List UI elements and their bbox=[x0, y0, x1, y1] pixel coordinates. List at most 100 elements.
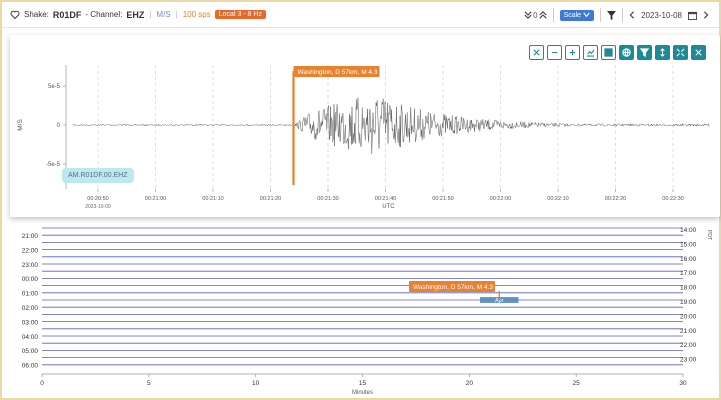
x-tick-label: 00:22:20 bbox=[605, 196, 626, 202]
x-axis-title: UTC bbox=[382, 204, 395, 210]
x-tick-label: 00:22:00 bbox=[490, 196, 511, 202]
seismogram-chart[interactable]: 00:20:50 00:21:00 00:21:10 00:21:20 00:21:30… bbox=[10, 35, 720, 217]
helicorder-chart[interactable]: 21:00 22:00 23:00 00:00 01:00 02:00 03:00 04:00… bbox=[0, 222, 721, 400]
unit-label: M/S bbox=[156, 10, 171, 19]
chart-button[interactable] bbox=[583, 45, 598, 60]
left-hour-label: 02:00 bbox=[22, 305, 39, 312]
filter-button[interactable] bbox=[637, 45, 652, 60]
compress-button[interactable] bbox=[529, 45, 544, 60]
x-tick-label: 25 bbox=[573, 380, 581, 387]
event-label: Washington, D 57km, M 4.3 bbox=[298, 69, 378, 76]
left-hour-label: 03:00 bbox=[22, 319, 39, 326]
compress-icon bbox=[533, 49, 540, 56]
right-hour-label: 14:00 bbox=[680, 227, 697, 234]
left-hour-label: 05:00 bbox=[22, 348, 39, 355]
double-chevron-up-icon[interactable] bbox=[538, 11, 547, 19]
channel-name: EHZ bbox=[126, 9, 145, 20]
divider: | bbox=[175, 10, 178, 19]
zoom-out-button[interactable] bbox=[547, 45, 562, 60]
event-label: Washington, D 57km, M 4.3 bbox=[413, 284, 493, 291]
station-label: AM.R01DF.00.EHZ bbox=[62, 168, 134, 183]
globe-button[interactable] bbox=[619, 45, 634, 60]
right-hour-label: 16:00 bbox=[680, 256, 697, 263]
x-date-label: 2023-10-09 bbox=[85, 204, 111, 210]
x-tick-label: 00:21:00 bbox=[145, 196, 166, 202]
globe-icon bbox=[622, 48, 631, 57]
right-hour-labels: 14:00 15:00 16:00 17:00 18:00 19:00 20:00 21:00… bbox=[680, 227, 712, 364]
x-axis: 0 5 10 15 20 25 30 Minutes bbox=[40, 373, 687, 396]
scale-button[interactable]: Scale bbox=[559, 9, 595, 21]
zoom-in-button[interactable] bbox=[565, 45, 580, 60]
chart-toolbar bbox=[529, 45, 706, 60]
right-hour-label: 15:00 bbox=[680, 241, 697, 248]
double-chevron-down-icon[interactable] bbox=[524, 11, 532, 19]
helicorder-traces bbox=[42, 227, 683, 366]
divider bbox=[600, 8, 602, 22]
x-tick-label: 00:21:50 bbox=[432, 196, 453, 202]
left-hour-label: 04:00 bbox=[22, 334, 39, 341]
x-tick-label: 00:21:40 bbox=[375, 196, 396, 202]
x-tick-label: 5 bbox=[147, 380, 151, 387]
divider bbox=[552, 8, 554, 22]
zoom-in-icon bbox=[569, 49, 576, 56]
event-marker[interactable]: Apr Washington, D 57km, M 4.3 bbox=[409, 281, 519, 304]
left-hour-label: 00:00 bbox=[22, 276, 39, 283]
vertical-scale-icon bbox=[660, 48, 665, 57]
calendar-icon[interactable] bbox=[688, 11, 697, 20]
chart-icon bbox=[586, 49, 595, 57]
right-hour-label: 18:00 bbox=[680, 285, 697, 292]
y-axis-title: M/S bbox=[17, 119, 24, 131]
station-name: R01DF bbox=[52, 9, 82, 20]
x-tick-label: 00:21:20 bbox=[260, 196, 281, 202]
expand-button[interactable] bbox=[673, 45, 688, 60]
filter-icon[interactable] bbox=[607, 10, 617, 20]
zoom-out-icon bbox=[551, 51, 558, 54]
right-hour-label: 20:00 bbox=[680, 313, 697, 320]
x-tick-label: 00:21:30 bbox=[317, 196, 338, 202]
seismogram-card: 00:20:50 00:21:00 00:21:10 00:21:20 00:21:30… bbox=[10, 35, 720, 217]
y-tick-label: -5e-5 bbox=[46, 162, 61, 168]
right-hour-label: 23:00 bbox=[680, 357, 697, 364]
event-label-box bbox=[409, 281, 495, 292]
x-tick-label: 0 bbox=[40, 380, 44, 387]
chevron-right-icon[interactable] bbox=[703, 11, 709, 19]
close-button[interactable] bbox=[691, 45, 706, 60]
right-hour-label: 19:00 bbox=[680, 299, 697, 306]
grid-icon bbox=[604, 48, 613, 57]
x-tick-label: 00:21:10 bbox=[202, 196, 223, 202]
x-tick-label: 30 bbox=[679, 380, 687, 387]
divider bbox=[622, 8, 624, 22]
x-tick-label: 20 bbox=[466, 380, 474, 387]
event-marker[interactable]: Washington, D 57km, M 4.3 bbox=[292, 66, 380, 185]
grid-button[interactable] bbox=[601, 45, 616, 60]
x-tick-label: 00:22:10 bbox=[547, 196, 568, 202]
close-icon bbox=[695, 49, 702, 56]
x-tick-label: 15 bbox=[359, 380, 367, 387]
filter-icon bbox=[640, 48, 649, 57]
chevron-left-icon[interactable] bbox=[629, 11, 635, 19]
left-hour-label: 22:00 bbox=[22, 247, 39, 254]
y-tick-label: 5e-5 bbox=[48, 84, 61, 90]
left-hour-labels: 21:00 22:00 23:00 00:00 01:00 02:00 03:00 04:00… bbox=[22, 233, 39, 370]
selection-label: Apr bbox=[495, 298, 504, 304]
sps-label: 100 sps bbox=[182, 10, 211, 19]
x-axis-title: Minutes bbox=[352, 390, 373, 396]
x-tick-label: 00:22:30 bbox=[662, 196, 683, 202]
channel-prefix: - Channel: bbox=[85, 10, 123, 19]
left-hour-label: 01:00 bbox=[22, 291, 39, 298]
divider: | bbox=[149, 10, 152, 19]
filter-badge[interactable]: Local 3 - 8 Hz bbox=[214, 10, 266, 19]
y-tick-label: 0 bbox=[57, 123, 61, 129]
shake-prefix: Shake: bbox=[24, 10, 49, 19]
scale-button-label: Scale bbox=[563, 11, 582, 19]
event-label-box bbox=[293, 66, 380, 77]
right-hour-label: 21:00 bbox=[680, 328, 697, 335]
heart-icon[interactable] bbox=[10, 10, 20, 20]
expand-icon bbox=[676, 48, 685, 57]
date-label[interactable]: 2023-10-08 bbox=[641, 10, 682, 20]
x-tick-label: 00:20:50 bbox=[87, 196, 108, 202]
left-hour-label: 06:00 bbox=[22, 363, 39, 370]
x-tick-label: 10 bbox=[252, 380, 260, 387]
vertical-scale-button[interactable] bbox=[655, 45, 670, 60]
